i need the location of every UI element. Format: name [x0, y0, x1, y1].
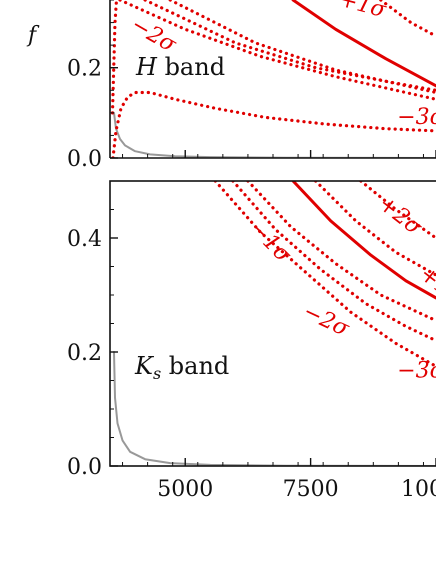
h-band-sigma-label: −2σ	[127, 12, 181, 58]
h-band-ticks: 0.0 0.2	[67, 0, 436, 172]
h-band-series-dotted_b	[168, 0, 436, 95]
h-band-series-cutoff	[113, 111, 436, 158]
ks-band-x-tick-label: 7500	[283, 477, 339, 502]
ks-band-x-tick-label: 5000	[157, 477, 213, 502]
h-band-y-tick-label: 0.0	[67, 147, 102, 172]
ks-band-y-tick-label: 0.0	[67, 455, 102, 480]
ks-band-series-m3	[213, 181, 436, 368]
ks-band-sigma-label: +1	[415, 261, 436, 301]
ks-band-series-group	[113, 181, 436, 466]
h-band-series-minus2	[110, 0, 119, 115]
ks-band-label: Ks band	[134, 352, 229, 383]
h-band-series-minus3	[111, 90, 436, 158]
ks-band-sigma-label: −2σ	[299, 299, 353, 342]
h-band-label: H band	[135, 53, 225, 81]
ks-band-y-tick-label: 0.2	[67, 341, 102, 366]
ks-band-series-p2	[359, 181, 436, 240]
ks-band-series-m2	[231, 181, 436, 343]
ks-band-sigma-labels: −1σ−2σ +2σ −3σ +1	[244, 191, 436, 383]
h-band-series-plus1	[379, 0, 436, 38]
ks-band-series-m1	[246, 181, 436, 323]
panel-h-band: −2σ +1σ −3σ 0.0 0.2 f H band	[26, 0, 436, 172]
ks-band-x-tick-label: 10000	[401, 477, 436, 502]
ks-band-y-tick-label: 0.4	[67, 227, 102, 252]
ks-band-sigma-label: +2σ	[373, 191, 427, 241]
ks-band-series-center	[291, 181, 436, 300]
h-band-sigma-label: −3σ	[397, 105, 436, 130]
h-band-ylabel: f	[26, 23, 40, 48]
ks-band-ticks: 0.0 0.2 0.4 5000 7500 10000	[67, 180, 436, 502]
ks-band-frame	[109, 180, 436, 467]
h-band-sigma-label: +1σ	[336, 0, 389, 23]
h-band-series-dotted_a	[143, 0, 436, 92]
h-band-series-center	[291, 0, 436, 88]
panel-ks-band: −1σ−2σ +2σ −3σ +1 0.0 0.2 0.4 5000 7500 10000 Ks…	[67, 180, 436, 502]
h-band-y-tick-label: 0.2	[67, 57, 102, 82]
ks-band-sigma-label: −1σ	[244, 216, 296, 268]
ks-band-sigma-label: −3σ	[397, 359, 436, 384]
h-band-series-minus1	[118, 0, 436, 101]
